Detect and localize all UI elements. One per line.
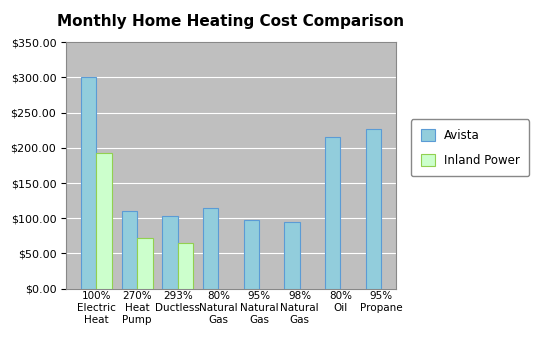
- Bar: [244, 220, 259, 289]
- Bar: [137, 238, 152, 289]
- Bar: [203, 208, 218, 289]
- Bar: [162, 216, 178, 289]
- Bar: [325, 137, 340, 289]
- Bar: [122, 211, 137, 289]
- Legend: Avista, Inland Power: Avista, Inland Power: [411, 119, 530, 176]
- Bar: [178, 243, 193, 289]
- Bar: [284, 222, 300, 289]
- Bar: [81, 77, 96, 289]
- Bar: [366, 129, 381, 289]
- Text: Monthly Home Heating Cost Comparison: Monthly Home Heating Cost Comparison: [57, 14, 405, 29]
- Bar: [96, 153, 112, 289]
